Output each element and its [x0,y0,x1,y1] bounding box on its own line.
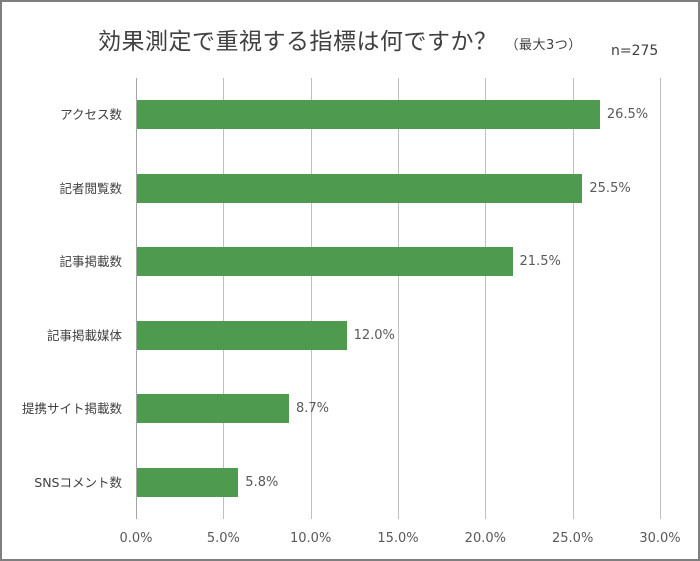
bar [137,173,583,203]
y-axis-line [136,78,137,519]
bar-value-label: 26.5% [606,107,649,123]
chart-title-text: 効果測定で重視する指標は何ですか？ [98,29,498,55]
x-tick-label: 20.0% [464,531,506,546]
bar [137,247,513,277]
bar [137,394,289,424]
bar [137,320,347,350]
gridline [572,78,574,519]
gridline [485,78,487,519]
gridline [660,78,661,519]
category-label: SNSコメント数 [34,474,122,490]
x-tick-label: 0.0% [119,531,153,546]
bar-value-label: 21.5% [519,254,561,270]
sample-size-label: n=275 [611,43,659,59]
x-tick-label: 10.0% [290,531,332,546]
category-label: 記事掲載媒体 [46,327,122,343]
category-label: アクセス数 [60,107,122,123]
gridline [223,78,225,519]
x-tick-label: 5.0% [206,531,240,546]
x-tick-label: 15.0% [377,531,419,546]
bar [137,467,239,497]
bar-value-label: 25.5% [589,180,631,196]
bar [137,100,600,130]
chart-title: 効果測定で重視する指標は何ですか？ （最大3つ） [98,22,582,56]
category-label: 記事掲載数 [59,254,122,270]
category-label: 提携サイト掲載数 [21,401,122,417]
x-tick-label: 30.0% [639,531,681,546]
gridline [398,78,399,519]
x-tick-label: 25.0% [552,531,594,546]
category-label: 記者閲覧数 [59,180,122,196]
plot-area: 26.5% 25.5% 21.5% 12.0% 8.7% 5.8% [136,78,661,519]
bar-value-label: 8.7% [295,401,329,417]
chart-subtitle: （最大3つ） [505,38,582,53]
gridline [310,78,312,519]
bar-value-label: 12.0% [353,327,395,343]
bar-value-label: 5.8% [245,474,279,490]
